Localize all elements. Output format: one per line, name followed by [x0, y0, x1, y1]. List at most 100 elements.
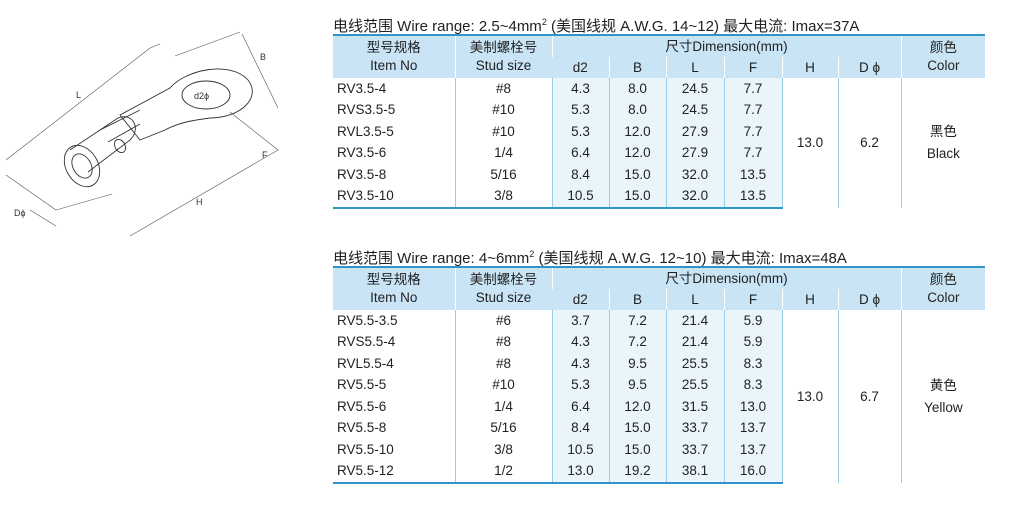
header-stud: 美制螺栓号 Stud size [454, 34, 552, 78]
header-l: L [665, 57, 724, 78]
header-dimension: 尺寸Dimension(mm) [551, 34, 902, 57]
label-H: H [196, 197, 203, 207]
cell-f: 7.7 [723, 99, 782, 121]
cell-d2: 3.7 [551, 310, 609, 332]
header-d2: d2 [552, 289, 609, 310]
label-F: F [262, 150, 268, 160]
cell-l: 25.5 [665, 353, 724, 375]
cell-stud: 1/4 [454, 142, 552, 164]
cell-item: RV5.5-10 [337, 441, 394, 457]
cell-f: 13.7 [723, 439, 782, 461]
cell-item: RV5.5-12 [333, 460, 455, 484]
cell-d2: 4.3 [551, 331, 609, 353]
cell-f: 16.0 [723, 460, 782, 484]
cell-d2: 5.3 [551, 121, 609, 143]
header-stud: 美制螺栓号 Stud size [454, 266, 552, 310]
cell-l: 33.7 [665, 417, 724, 439]
cell-l: 32.0 [665, 185, 724, 209]
cell-b: 12.0 [608, 142, 666, 164]
cell-d2: 6.4 [551, 396, 609, 418]
cell-l: 25.5 [665, 374, 724, 396]
cell-f: 13.0 [723, 396, 782, 418]
cell-f: 5.9 [723, 331, 782, 353]
cell-stud: #10 [454, 121, 552, 143]
wire-range-title: 电线范围 Wire range: 4~6mm2 (美国线规 A.W.G. 12~… [333, 249, 847, 267]
cell-stud: #8 [454, 78, 552, 100]
cell-l: 27.9 [665, 121, 724, 143]
cell-item: RV3.5-10 [333, 185, 455, 209]
table-row: RVL5.5-4 #8 4.3 9.5 25.5 8.3 [333, 353, 985, 375]
barrel-end [63, 144, 101, 188]
cell-f: 8.3 [723, 374, 782, 396]
cell-d2: 5.3 [551, 374, 609, 396]
cell-h: 13.0 [781, 310, 838, 483]
cell-dphi: 6.7 [837, 310, 902, 483]
cell-d2: 10.5 [551, 439, 609, 461]
cell-l: 38.1 [665, 460, 724, 484]
cell-stud: #10 [454, 99, 552, 121]
cell-l: 24.5 [665, 99, 724, 121]
cell-l: 21.4 [665, 331, 724, 353]
table-row: RVS3.5-5 #10 5.3 8.0 24.5 7.7 [333, 99, 985, 121]
cell-d2: 8.4 [551, 164, 609, 186]
label-d2phi: d2ϕ [194, 91, 209, 101]
cell-item: RV5.5-5 [337, 377, 387, 393]
wire-range-title: 电线范围 Wire range: 2.5~4mm2 (美国线规 A.W.G. 1… [333, 17, 860, 35]
cell-color: 黑色 Black [900, 78, 986, 208]
cell-item: RV5.5-8 [337, 420, 387, 436]
table-row: RV3.5-4 #8 4.3 8.0 24.5 7.7 13.0 6.2 黑色 B… [333, 78, 986, 208]
cell-b: 12.0 [608, 121, 666, 143]
table-row: RV3.5-6 1/4 6.4 12.0 27.9 7.7 [333, 142, 985, 164]
cell-item: RVS3.5-5 [337, 102, 396, 118]
cell-b: 15.0 [608, 185, 666, 209]
label-B: B [260, 52, 266, 62]
cell-f: 7.7 [723, 142, 782, 164]
table-row: RV5.5-3.5 #6 3.7 7.2 21.4 5.9 13.0 6.7 黄… [333, 310, 986, 483]
cell-b: 12.0 [608, 396, 666, 418]
cell-l: 27.9 [665, 142, 724, 164]
cell-f: 13.5 [723, 185, 782, 209]
cell-stud: #6 [454, 310, 552, 332]
table-row: RV5.5-10 3/8 10.5 15.0 33.7 13.7 [333, 439, 985, 461]
cell-stud: 3/8 [454, 439, 552, 461]
cell-l: 21.4 [665, 310, 724, 332]
cell-f: 7.7 [723, 121, 782, 143]
cell-f: 13.7 [723, 417, 782, 439]
table-row: RV3.5-8 5/16 8.4 15.0 32.0 13.5 [333, 164, 985, 186]
cell-l: 32.0 [665, 164, 724, 186]
cell-b: 15.0 [608, 417, 666, 439]
cell-b: 8.0 [608, 78, 666, 100]
insulation-sleeve [69, 116, 136, 173]
table-row: RVL3.5-5 #10 5.3 12.0 27.9 7.7 [333, 121, 985, 143]
cell-stud: #8 [454, 353, 552, 375]
table-row: RVS5.5-4 #8 4.3 7.2 21.4 5.9 [333, 331, 985, 353]
spec-table: 型号规格 Item No 美制螺栓号 Stud size 尺寸Dimension(m… [333, 266, 986, 484]
cell-f: 13.5 [723, 164, 782, 186]
cell-f: 5.9 [723, 310, 782, 332]
spec-table: 型号规格 Item No 美制螺栓号 Stud size 尺寸Dimension(m… [333, 34, 986, 209]
cell-stud: 1/4 [454, 396, 552, 418]
header-dphi: D ϕ [837, 57, 902, 78]
header-color: 颜色 Color [900, 266, 986, 310]
cell-stud: 5/16 [454, 417, 552, 439]
cell-stud: 3/8 [454, 185, 552, 209]
spec-section-1: 电线范围 Wire range: 2.5~4mm2 (美国线规 A.W.G. 1… [333, 12, 986, 209]
header-color: 颜色 Color [900, 34, 986, 78]
table-row: RV5.5-6 1/4 6.4 12.0 31.5 13.0 [333, 396, 985, 418]
cell-b: 15.0 [608, 439, 666, 461]
cell-stud: 1/2 [454, 460, 552, 484]
cell-dphi: 6.2 [837, 78, 902, 208]
cell-h: 13.0 [781, 78, 838, 208]
cell-d2: 6.4 [551, 142, 609, 164]
header-item: 型号规格 Item No [333, 34, 455, 78]
cell-color: 黄色 Yellow [900, 310, 986, 483]
cell-b: 7.2 [608, 310, 666, 332]
cell-item: RVL5.5-4 [337, 355, 394, 371]
cell-f: 7.7 [723, 78, 782, 100]
header-l: L [665, 289, 724, 310]
cell-b: 7.2 [608, 331, 666, 353]
cell-stud: #8 [454, 331, 552, 353]
header-b: B [608, 289, 666, 310]
table-row: RV3.5-10 3/8 10.5 15.0 32.0 13.5 [333, 185, 985, 209]
cell-item: RV3.5-4 [337, 80, 387, 96]
